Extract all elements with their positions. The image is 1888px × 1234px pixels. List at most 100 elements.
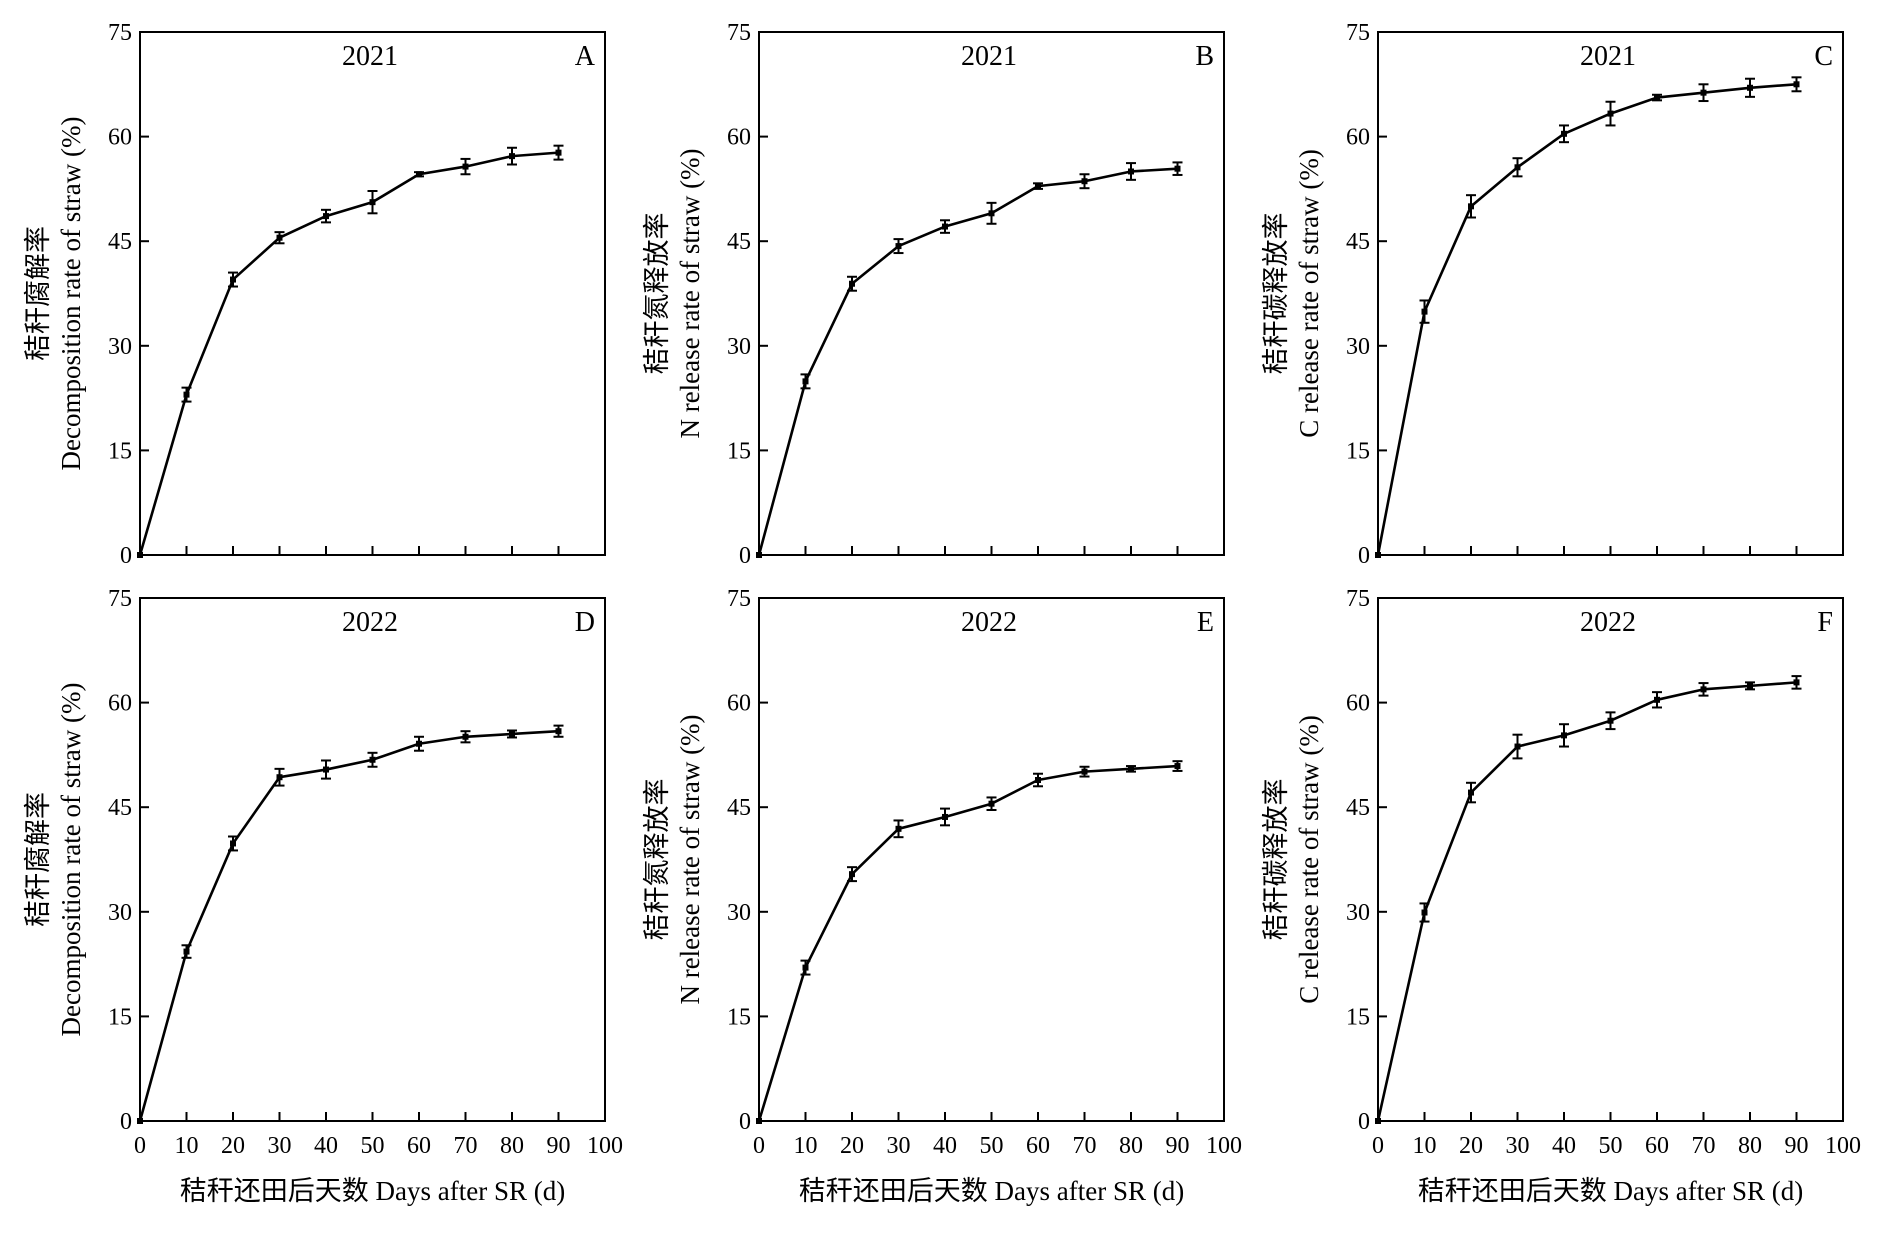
data-point <box>1654 696 1660 703</box>
x-tick-label: 20 <box>221 1133 245 1159</box>
data-point <box>1081 178 1088 185</box>
x-tick-label: 70 <box>1073 1133 1097 1159</box>
panel-e: 0 15 30 45 60 75 0 10 20 30 40 50 60 70 80 90 100 秸秆还田后天数… <box>642 586 1242 1206</box>
x-tick-label: 30 <box>268 1133 292 1159</box>
series-line <box>1376 681 1797 1122</box>
x-tick-label: 60 <box>1645 1133 1669 1159</box>
x-tick-label: 100 <box>1825 1133 1861 1159</box>
data-point <box>1793 679 1800 686</box>
data-point <box>323 213 329 220</box>
data-point <box>1468 203 1474 210</box>
data-point <box>988 800 995 807</box>
y-axis-title-en: Decomposition rate of straw (%) <box>56 683 86 1037</box>
plot-frame <box>758 597 1225 1122</box>
data-point <box>1035 777 1041 784</box>
panel-a: 0 15 30 45 60 75 秸秆腐解率 Decomposition rate of st… <box>23 20 606 569</box>
x-tick-label: 0 <box>134 1133 146 1159</box>
data-point <box>509 730 515 737</box>
y-axis-title-en: Decomposition rate of straw (%) <box>56 117 86 471</box>
data-point <box>137 1118 143 1124</box>
x-tick-label: 30 <box>887 1133 911 1159</box>
x-tick-label: 0 <box>753 1133 765 1159</box>
data-point <box>756 552 762 558</box>
x-tick-label: 70 <box>1692 1133 1716 1159</box>
y-tick-label: 45 <box>1346 795 1370 821</box>
plot-frame <box>139 597 606 1122</box>
year-label: 2021 <box>961 41 1017 72</box>
y-tick-label: 60 <box>1346 125 1370 151</box>
data-point <box>1375 552 1381 558</box>
data-point <box>230 276 236 283</box>
y-tick-label: 15 <box>727 438 751 464</box>
y-axis-title-zh: 秸秆碳释放率 <box>1261 779 1291 941</box>
series-line <box>138 151 559 556</box>
x-tick-label: 90 <box>547 1133 571 1159</box>
y-tick-label: 30 <box>727 334 751 360</box>
data-point <box>462 733 469 740</box>
x-tick-label: 10 <box>794 1133 818 1159</box>
data-point <box>137 552 143 558</box>
panel-c: 0 15 30 45 60 75 秸秆碳释放率 C release rate of straw… <box>1261 20 1844 569</box>
data-point <box>1514 743 1521 750</box>
y-tick-label: 75 <box>727 586 751 612</box>
panel-d: 0 15 30 45 60 75 0 10 20 30 40 50 60 70 80 90 100 秸秆还田后天数… <box>23 586 623 1206</box>
x-tick-label: 60 <box>407 1133 431 1159</box>
data-point <box>1700 89 1707 96</box>
y-tick-label: 75 <box>108 586 132 612</box>
y-tick-label: 0 <box>739 1109 751 1135</box>
data-point <box>1793 81 1800 88</box>
year-label: 2021 <box>342 41 398 72</box>
y-tick-label: 60 <box>1346 691 1370 717</box>
data-point <box>1128 168 1134 175</box>
data-point <box>849 871 855 878</box>
series-line <box>757 764 1178 1122</box>
y-tick-label: 75 <box>727 20 751 46</box>
y-axis-title-zh: 秸秆氮释放率 <box>642 779 672 941</box>
y-tick-label: 30 <box>108 900 132 926</box>
x-tick-label: 80 <box>500 1133 524 1159</box>
series-line <box>757 167 1178 556</box>
y-tick-label: 60 <box>108 691 132 717</box>
x-tick-label: 40 <box>314 1133 338 1159</box>
data-point <box>1421 909 1428 916</box>
y-axis-title-zh: 秸秆腐解率 <box>23 792 53 927</box>
data-point <box>942 223 948 230</box>
x-tick-label: 100 <box>587 1133 623 1159</box>
y-axis-title-zh: 秸秆腐解率 <box>23 226 53 361</box>
y-tick-label: 15 <box>1346 438 1370 464</box>
series-line <box>138 729 559 1122</box>
panel-label: F <box>1817 607 1833 638</box>
data-point <box>1421 308 1428 315</box>
data-point <box>895 243 902 250</box>
x-tick-label: 0 <box>1372 1133 1384 1159</box>
y-tick-label: 15 <box>727 1004 751 1030</box>
panel-b: 0 15 30 45 60 75 秸秆氮释放率 N release rate of straw… <box>642 20 1225 569</box>
x-tick-label: 80 <box>1119 1133 1143 1159</box>
x-tick-label: 40 <box>933 1133 957 1159</box>
x-axis-title: 秸秆还田后天数 Days after SR (d) <box>799 1176 1184 1206</box>
data-point <box>509 153 515 160</box>
data-point <box>988 210 995 217</box>
data-point <box>1561 732 1567 739</box>
year-label: 2021 <box>1580 41 1636 72</box>
data-point <box>1128 765 1134 772</box>
data-point <box>1081 768 1088 775</box>
data-point <box>1747 84 1753 91</box>
data-point <box>942 813 948 820</box>
panel-f: 0 15 30 45 60 75 0 10 20 30 40 50 60 70 80 90 100 秸秆还田后天数… <box>1261 586 1861 1206</box>
data-point <box>369 199 376 206</box>
y-tick-label: 30 <box>108 334 132 360</box>
y-tick-label: 15 <box>1346 1004 1370 1030</box>
data-point <box>416 171 422 178</box>
y-tick-label: 75 <box>1346 20 1370 46</box>
y-axis-title-zh: 秸秆碳释放率 <box>1261 213 1291 375</box>
data-point <box>802 964 809 971</box>
y-tick-label: 0 <box>739 543 751 569</box>
plot-frame <box>758 31 1225 556</box>
data-point <box>1561 130 1567 137</box>
data-point <box>416 740 422 747</box>
x-tick-label: 20 <box>1459 1133 1483 1159</box>
x-tick-label: 10 <box>175 1133 199 1159</box>
x-tick-label: 80 <box>1738 1133 1762 1159</box>
